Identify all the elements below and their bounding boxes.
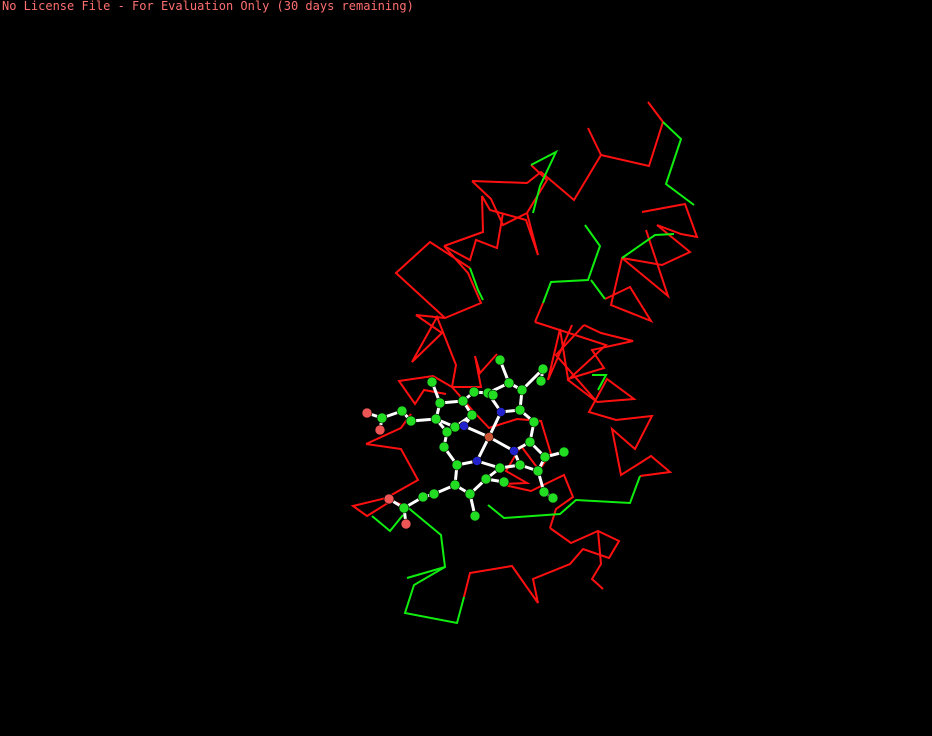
helix-segment: [365, 413, 412, 445]
carbon-atom: [538, 486, 550, 498]
helix-segment: [534, 302, 544, 323]
carbon-atom: [466, 409, 478, 421]
carbon-atom: [524, 436, 536, 448]
helix-segment: [411, 314, 458, 388]
carbon-atom: [451, 459, 463, 471]
coil-segment: [590, 279, 606, 300]
carbon-atom: [547, 492, 559, 504]
nitrogen-atom: [472, 456, 482, 466]
carbon-atom: [396, 405, 408, 417]
helix-segment: [443, 212, 504, 262]
carbon-atom: [449, 479, 461, 491]
carbon-atom: [498, 476, 510, 488]
carbon-atom: [494, 462, 506, 474]
carbon-atom: [441, 426, 453, 438]
helix-segment: [499, 445, 575, 529]
helix-segment: [587, 377, 673, 477]
heme-atoms: [361, 354, 570, 530]
helix-segment: [443, 195, 539, 256]
carbon-atom: [426, 376, 438, 388]
helix-segment: [463, 527, 621, 604]
carbon-atom: [417, 491, 429, 503]
coil-segment: [662, 121, 695, 206]
protein-backbone-trace: [350, 101, 699, 625]
helix-segment: [547, 324, 634, 381]
carbon-atom: [438, 441, 450, 453]
carbon-atom: [514, 459, 526, 471]
carbon-atom: [516, 384, 528, 396]
helix-segment: [452, 353, 498, 388]
carbon-atom: [464, 488, 476, 500]
carbon-atom: [468, 386, 480, 398]
helix-segment: [641, 202, 699, 239]
nitrogen-atom: [496, 407, 506, 417]
helix-segment: [397, 374, 453, 406]
coil-segment: [469, 267, 484, 301]
carbon-atom: [434, 397, 446, 409]
helix-segment: [534, 321, 608, 403]
helix-segment: [621, 229, 671, 299]
coil-segment: [621, 233, 675, 259]
carbon-atom: [532, 465, 544, 477]
carbon-atom: [539, 451, 551, 463]
carbon-atom: [469, 510, 481, 522]
nitrogen-atom: [459, 421, 469, 431]
coil-segment: [542, 224, 602, 304]
coil-segment: [530, 149, 559, 214]
carbon-atom: [558, 446, 570, 458]
helix-segment: [587, 101, 665, 168]
oxygen-atom: [374, 424, 386, 436]
nitrogen-atom: [509, 446, 519, 456]
carbon-atom: [537, 363, 549, 375]
carbon-atom: [398, 502, 410, 514]
carbon-atom: [405, 415, 417, 427]
iron-atom: [484, 432, 494, 442]
oxygen-atom: [361, 407, 373, 419]
coil-segment: [371, 514, 404, 533]
helix-segment: [604, 224, 692, 324]
coil-segment: [487, 475, 641, 520]
carbon-atom: [376, 412, 388, 424]
carbon-atom: [503, 377, 515, 389]
carbon-atom: [514, 404, 526, 416]
helix-segment: [471, 154, 602, 202]
carbon-atom: [457, 395, 469, 407]
helix-segment: [590, 530, 604, 590]
coil-segment: [403, 505, 465, 625]
oxygen-atom: [383, 493, 395, 505]
coil-segment: [592, 374, 608, 391]
carbon-atom: [428, 488, 440, 500]
carbon-atom: [480, 473, 492, 485]
license-banner: No License File - For Evaluation Only (3…: [2, 0, 414, 13]
coil-segment: [406, 566, 446, 579]
carbon-atom: [430, 413, 442, 425]
helix-segment: [394, 240, 483, 320]
oxygen-atom: [400, 518, 412, 530]
carbon-atom: [494, 354, 506, 366]
carbon-atom: [487, 389, 499, 401]
carbon-atom: [528, 416, 540, 428]
carbon-atom: [535, 375, 547, 387]
